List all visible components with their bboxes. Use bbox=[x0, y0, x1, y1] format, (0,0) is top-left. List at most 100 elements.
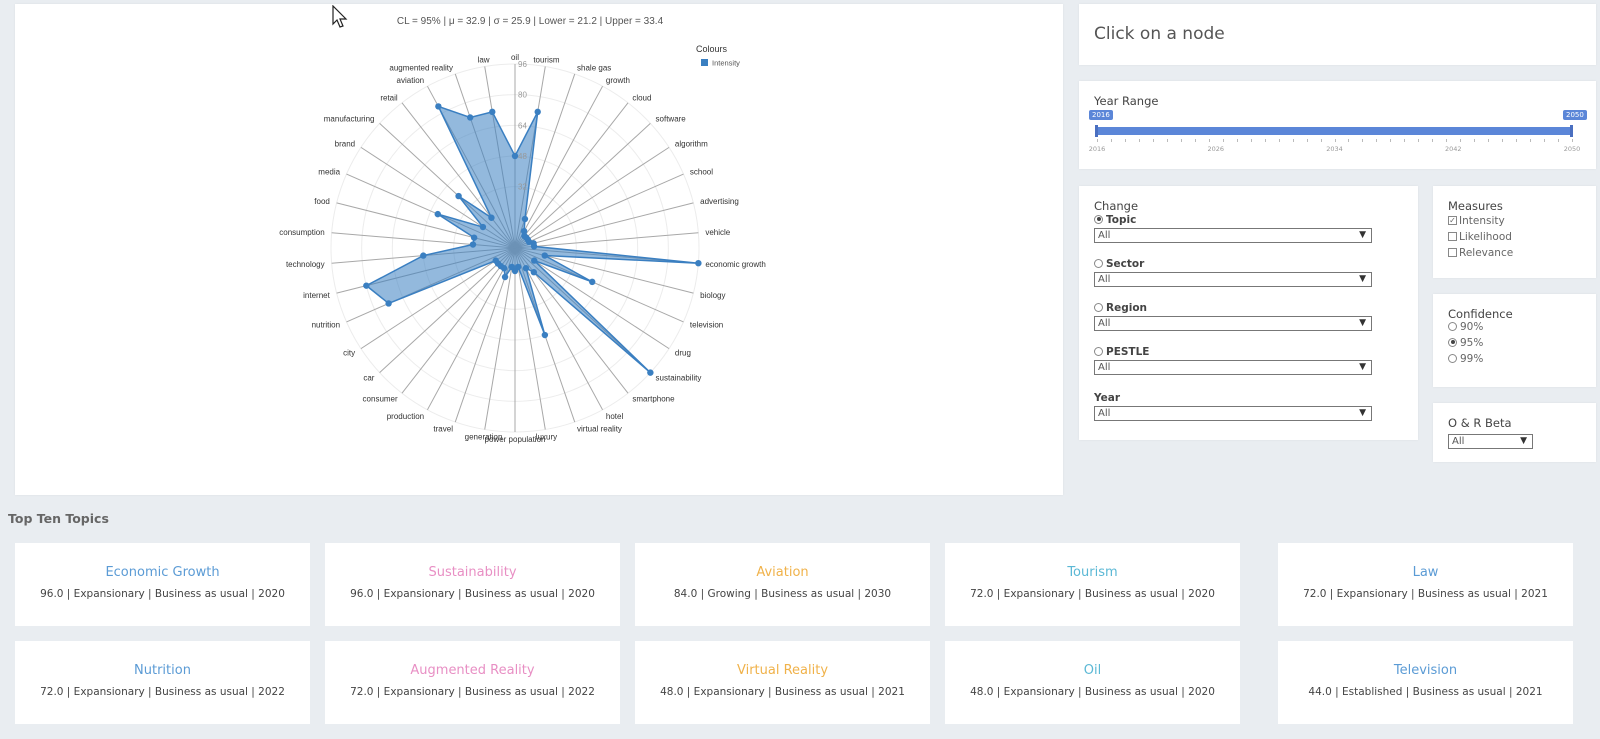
topic-card[interactable]: Sustainability 96.0 | Expansionary | Busi… bbox=[325, 543, 620, 626]
axis-label: law bbox=[478, 56, 490, 65]
data-point[interactable] bbox=[520, 227, 528, 235]
year-range-minor-tick bbox=[1152, 139, 1154, 142]
data-point[interactable] bbox=[501, 273, 509, 281]
data-point[interactable] bbox=[522, 265, 530, 272]
axis-label: aviation bbox=[397, 76, 425, 85]
legend-item-intensity[interactable]: Intensity bbox=[712, 59, 740, 68]
radio-region[interactable]: Region bbox=[1094, 302, 1147, 314]
year-range-minor-tick bbox=[1390, 139, 1392, 142]
radio-pestle[interactable]: PESTLE bbox=[1094, 346, 1149, 358]
data-point[interactable] bbox=[521, 215, 529, 223]
checkbox[interactable] bbox=[1448, 247, 1457, 257]
year-range-min-handle[interactable] bbox=[1095, 125, 1098, 137]
year-range-min-badge: 2016 bbox=[1089, 110, 1113, 120]
topic-select[interactable]: All ▼ bbox=[1094, 228, 1372, 243]
data-point[interactable] bbox=[488, 214, 495, 221]
data-point[interactable] bbox=[492, 257, 499, 264]
topic-card[interactable]: Tourism 72.0 | Expansionary | Business as… bbox=[945, 543, 1240, 626]
measure-intensity[interactable]: ✓ Intensity bbox=[1448, 215, 1505, 227]
region-select[interactable]: All ▼ bbox=[1094, 316, 1372, 331]
year-select[interactable]: All ▼ bbox=[1094, 406, 1372, 421]
year-range-minor-tick bbox=[1572, 139, 1573, 142]
topic-card[interactable]: Television 44.0 | Established | Business … bbox=[1278, 641, 1573, 724]
year-range-minor-tick bbox=[1516, 139, 1518, 142]
chevron-down-icon: ▼ bbox=[1359, 408, 1366, 418]
year-range-tick-label: 2042 bbox=[1444, 145, 1462, 153]
radio-button[interactable] bbox=[1448, 353, 1457, 363]
topic-card[interactable]: Economic Growth 96.0 | Expansionary | Bus… bbox=[15, 543, 310, 626]
or-beta-panel: O & R Beta All ▼ bbox=[1433, 403, 1596, 462]
confidence-option[interactable]: 95% bbox=[1448, 337, 1483, 349]
checkbox[interactable] bbox=[1448, 231, 1457, 241]
topic-card[interactable]: Law 72.0 | Expansionary | Business as usu… bbox=[1278, 543, 1573, 626]
radio-button[interactable] bbox=[1094, 258, 1103, 268]
radio-button[interactable] bbox=[1094, 302, 1103, 312]
year-range-max-handle[interactable] bbox=[1570, 125, 1573, 137]
data-point[interactable] bbox=[385, 300, 392, 307]
data-point[interactable] bbox=[534, 108, 541, 116]
data-point[interactable] bbox=[363, 282, 370, 289]
data-point[interactable] bbox=[479, 223, 487, 231]
year-range-minor-tick bbox=[1320, 139, 1322, 142]
data-point[interactable] bbox=[531, 257, 538, 264]
confidence-option[interactable]: 99% bbox=[1448, 353, 1483, 365]
data-point[interactable] bbox=[470, 234, 478, 241]
radio-button[interactable] bbox=[1448, 321, 1457, 331]
year-range-minor-tick bbox=[1236, 139, 1238, 142]
data-point[interactable] bbox=[511, 152, 519, 160]
data-point[interactable] bbox=[435, 103, 442, 110]
topic-card[interactable]: Augmented Reality 72.0 | Expansionary | B… bbox=[325, 641, 620, 724]
topic-card[interactable]: Nutrition 72.0 | Expansionary | Business … bbox=[15, 641, 310, 724]
year-range-minor-tick bbox=[1208, 139, 1210, 142]
radio-button[interactable] bbox=[1448, 337, 1457, 347]
or-beta-select[interactable]: All ▼ bbox=[1448, 434, 1533, 449]
radio-button[interactable] bbox=[1094, 214, 1103, 224]
data-point[interactable] bbox=[647, 369, 654, 376]
year-range-minor-tick bbox=[1460, 139, 1462, 142]
topic-card[interactable]: Aviation 84.0 | Growing | Business as usu… bbox=[635, 543, 930, 626]
axis-label: power population bbox=[485, 435, 546, 444]
year-range-minor-tick bbox=[1138, 139, 1140, 142]
year-range-minor-tick bbox=[1110, 139, 1112, 142]
topic-card-title: Economic Growth bbox=[105, 565, 220, 580]
pestle-select[interactable]: All ▼ bbox=[1094, 360, 1372, 375]
data-point[interactable] bbox=[489, 108, 496, 116]
data-point[interactable] bbox=[466, 114, 474, 121]
checkbox[interactable]: ✓ bbox=[1448, 215, 1457, 225]
radio-sector[interactable]: Sector bbox=[1094, 258, 1144, 270]
measure-relevance[interactable]: Relevance bbox=[1448, 247, 1513, 259]
sector-select[interactable]: All ▼ bbox=[1094, 272, 1372, 287]
topic-card[interactable]: Virtual Reality 48.0 | Expansionary | Bus… bbox=[635, 641, 930, 724]
topic-card-title: Nutrition bbox=[134, 663, 191, 678]
year-range-track[interactable] bbox=[1097, 127, 1572, 135]
year-range-minor-tick bbox=[1544, 139, 1546, 142]
axis-spoke bbox=[360, 247, 516, 350]
data-point[interactable] bbox=[530, 243, 538, 250]
data-point[interactable] bbox=[541, 331, 549, 339]
data-point[interactable] bbox=[530, 269, 538, 276]
measure-likelihood[interactable]: Likelihood bbox=[1448, 231, 1512, 243]
radar-chart[interactable]: CL = 95% | μ = 32.9 | σ = 25.9 | Lower =… bbox=[15, 4, 1063, 495]
axis-label: internet bbox=[303, 291, 330, 300]
data-point[interactable] bbox=[695, 259, 702, 267]
topic-card-title: Oil bbox=[1083, 663, 1102, 678]
data-point[interactable] bbox=[589, 278, 596, 286]
topic-card-detail: 72.0 | Expansionary | Business as usual … bbox=[970, 588, 1215, 600]
topic-card[interactable]: Oil 48.0 | Expansionary | Business as usu… bbox=[945, 641, 1240, 724]
radio-topic[interactable]: Topic bbox=[1094, 214, 1136, 226]
data-point[interactable] bbox=[455, 192, 462, 200]
year-range-minor-tick bbox=[1530, 139, 1532, 142]
data-point[interactable] bbox=[469, 241, 477, 248]
data-point[interactable] bbox=[508, 263, 516, 271]
year-range-minor-tick bbox=[1264, 139, 1266, 142]
radio-button[interactable] bbox=[1094, 346, 1103, 356]
topic-card-title: Virtual Reality bbox=[736, 663, 829, 678]
year-range-tick-label: 2050 bbox=[1563, 145, 1581, 153]
data-point[interactable] bbox=[541, 252, 548, 259]
year-range-minor-tick bbox=[1166, 139, 1168, 142]
data-point[interactable] bbox=[420, 252, 427, 259]
data-point[interactable] bbox=[434, 210, 441, 218]
year-range-minor-tick bbox=[1474, 139, 1476, 142]
confidence-title: Confidence bbox=[1448, 307, 1513, 321]
confidence-option[interactable]: 90% bbox=[1448, 321, 1483, 333]
